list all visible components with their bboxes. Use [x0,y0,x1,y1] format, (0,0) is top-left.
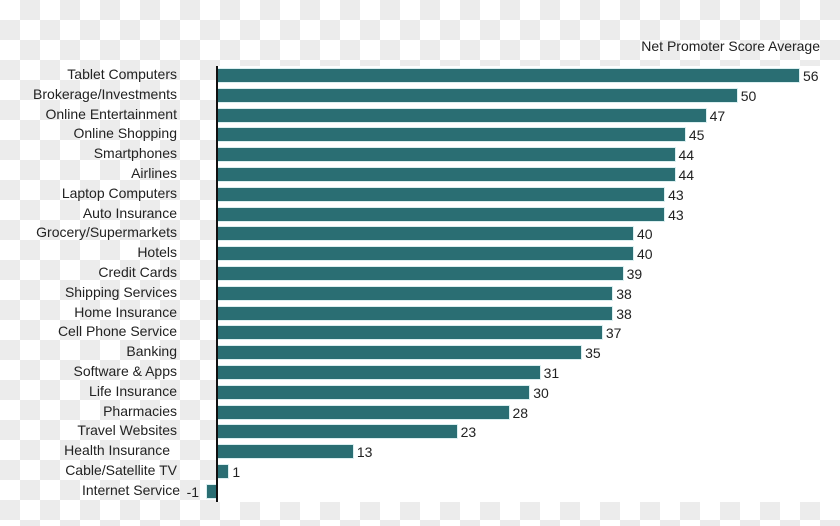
value-label: 38 [616,285,632,302]
value-label: 47 [709,107,726,124]
bar [218,168,675,181]
y-axis-line [216,66,218,502]
bar-row: Life Insurance 30 [0,383,840,403]
category-label: Laptop Computers [61,184,177,201]
bar [218,286,613,300]
value-label: 39 [626,266,643,282]
bar [218,187,665,201]
bar [218,306,613,320]
category-label: Health Insurance [64,442,170,459]
value-label: 40 [637,246,653,263]
bar [218,405,509,419]
bar [218,465,229,478]
bar-row: Tablet Computers 56 [0,66,840,86]
category-label: Travel Websites [77,422,177,439]
category-label: Grocery/Supermarkets [36,224,177,241]
bar-row: Banking 35 [0,343,840,363]
bar-row: Smartphones 44 [0,145,840,165]
bar-row: Pharmacies 28 [0,403,840,423]
value-label: 38 [616,305,632,322]
value-label: 30 [533,384,549,401]
value-label: 50 [740,87,757,104]
bar [218,88,737,102]
bar-row: Laptop Computers 43 [0,185,840,205]
bar [218,445,353,459]
bar [218,267,623,280]
bar-row: Online Entertainment 47 [0,106,840,126]
bar [218,148,675,162]
category-label: Online Entertainment [45,105,177,122]
value-label: 44 [678,147,695,164]
bar [206,484,217,498]
bar [218,366,540,379]
category-label: Cell Phone Service [57,323,177,340]
value-label: 1 [232,464,241,480]
bar [218,385,530,399]
bar [218,346,582,360]
value-label: 28 [512,404,529,421]
bar [218,207,665,221]
category-label: Smartphones [93,145,177,162]
bar [218,247,633,261]
value-label: 35 [585,345,601,362]
category-label: Airlines [131,165,177,181]
chart-title: Net Promoter Score Average [641,38,820,54]
bar [218,227,633,241]
bar-row: Cell Phone Service 37 [0,323,840,343]
bar-row: Shipping Services 38 [0,284,840,304]
category-label: Pharmacies [103,402,177,419]
bar-row: Cable/Satellite TV 1 [0,462,840,482]
bar-row: Health Insurance 13 [0,442,840,462]
value-label: 13 [356,444,373,461]
category-label: Tablet Computers [67,66,177,82]
category-label: Shipping Services [64,283,177,300]
category-label: Hotels [137,244,177,261]
category-label: Life Insurance [89,382,177,399]
value-label: 43 [668,186,684,203]
bar-row: Online Shopping 45 [0,125,840,145]
bar-row: Internet Service -1 [0,482,840,502]
value-label: 56 [803,68,819,84]
bar-row: Software & Apps 31 [0,363,840,383]
value-label: 44 [678,167,695,183]
category-label: Auto Insurance [82,204,177,221]
category-label: Home Insurance [74,303,177,320]
category-label: Brokerage/Investments [33,85,177,102]
bar-row: Hotels 40 [0,244,840,264]
value-label: -1 [186,483,200,500]
bar-row: Credit Cards 39 [0,264,840,284]
category-label: Online Shopping [73,125,177,142]
bar-row: Travel Websites 23 [0,422,840,442]
category-label: Software & Apps [73,363,177,379]
bar-row: Home Insurance 38 [0,304,840,324]
bar [218,69,799,82]
value-label: 37 [605,325,622,342]
bar [218,128,685,142]
bar [218,108,706,122]
category-label: Credit Cards [98,264,177,280]
bar [218,425,457,439]
bar-row: Auto Insurance 43 [0,205,840,225]
bar-row: Brokerage/Investments 50 [0,86,840,106]
value-label: 31 [543,365,560,381]
bar [218,326,602,340]
value-label: 23 [460,424,477,441]
bar-row: Airlines 44 [0,165,840,185]
category-label: Cable/Satellite TV [65,462,177,478]
value-label: 40 [637,226,653,243]
category-label: Banking [126,343,177,360]
value-label: 45 [688,127,705,144]
value-label: 43 [668,206,684,223]
bar-row: Grocery/Supermarkets 40 [0,224,840,244]
category-label: Internet Service [81,481,180,498]
